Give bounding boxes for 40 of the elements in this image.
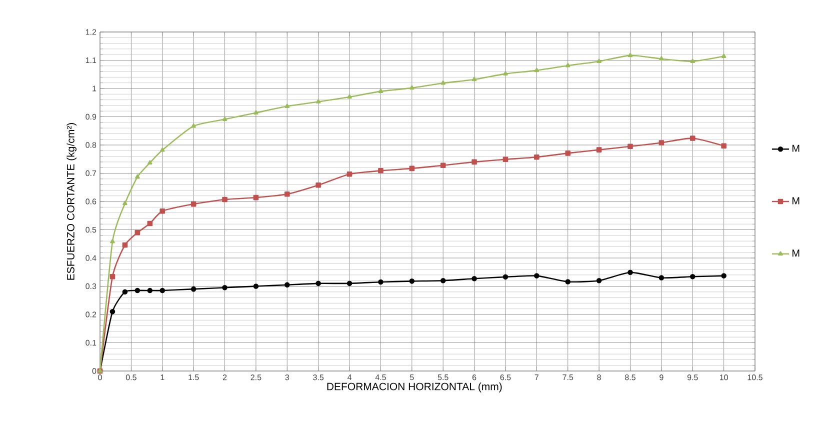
legend-label: M — [792, 197, 800, 204]
x-tick-label: 8.5 — [625, 374, 636, 380]
y-tick-label: 0.8 — [86, 142, 96, 148]
y-tick-label: 0.3 — [86, 283, 96, 290]
y-tick-label: 1.1 — [86, 57, 96, 63]
x-tick-label: 3.5 — [313, 374, 324, 380]
x-tick-label: 6.5 — [500, 374, 511, 380]
y-tick-label: 0.6 — [86, 198, 96, 204]
y-tick-label: 0.1 — [86, 340, 96, 346]
y-tick-label: 0.7 — [86, 170, 96, 176]
x-tick-label: 5.5 — [438, 374, 448, 380]
x-tick-label: 9 — [660, 374, 664, 380]
x-tick-label: 2.5 — [250, 374, 262, 380]
x-axis-title: DEFORMACION HORIZONTAL (mm) — [327, 382, 502, 392]
y-tick-label: 0 — [92, 368, 96, 374]
x-tick-label: 2 — [222, 374, 227, 380]
legend-label: M — [792, 250, 800, 257]
x-tick-label: 3 — [285, 374, 290, 380]
y-tick-label: 1.2 — [86, 29, 96, 35]
x-tick-label: 1 — [160, 374, 164, 380]
x-tick-label: 9.5 — [687, 374, 698, 380]
y-tick-label: 0.4 — [86, 255, 96, 261]
x-tick-label: 1.5 — [188, 374, 199, 380]
y-tick-label: 0.9 — [86, 114, 96, 120]
y-tick-label: 1 — [92, 86, 96, 92]
x-tick-label: 7 — [534, 374, 538, 380]
x-tick-label: 10.5 — [748, 374, 762, 380]
x-tick-label: 4 — [347, 374, 352, 380]
y-tick-label: 0.5 — [86, 226, 96, 233]
x-tick-label: 6 — [472, 374, 476, 380]
x-tick-label: 8 — [597, 374, 601, 380]
y-tick-label: 0.2 — [86, 312, 96, 318]
x-tick-label: 10 — [720, 374, 728, 380]
x-tick-label: 4.5 — [375, 374, 386, 380]
x-tick-label: 0 — [98, 374, 102, 380]
x-tick-label: 0.5 — [126, 374, 136, 380]
legend-label: M — [792, 144, 800, 152]
y-axis-title: ESFUERZO CORTANTE (kg/cm²) — [66, 123, 76, 280]
x-tick-label: 5 — [410, 374, 414, 380]
x-tick-label: 7.5 — [562, 374, 574, 380]
